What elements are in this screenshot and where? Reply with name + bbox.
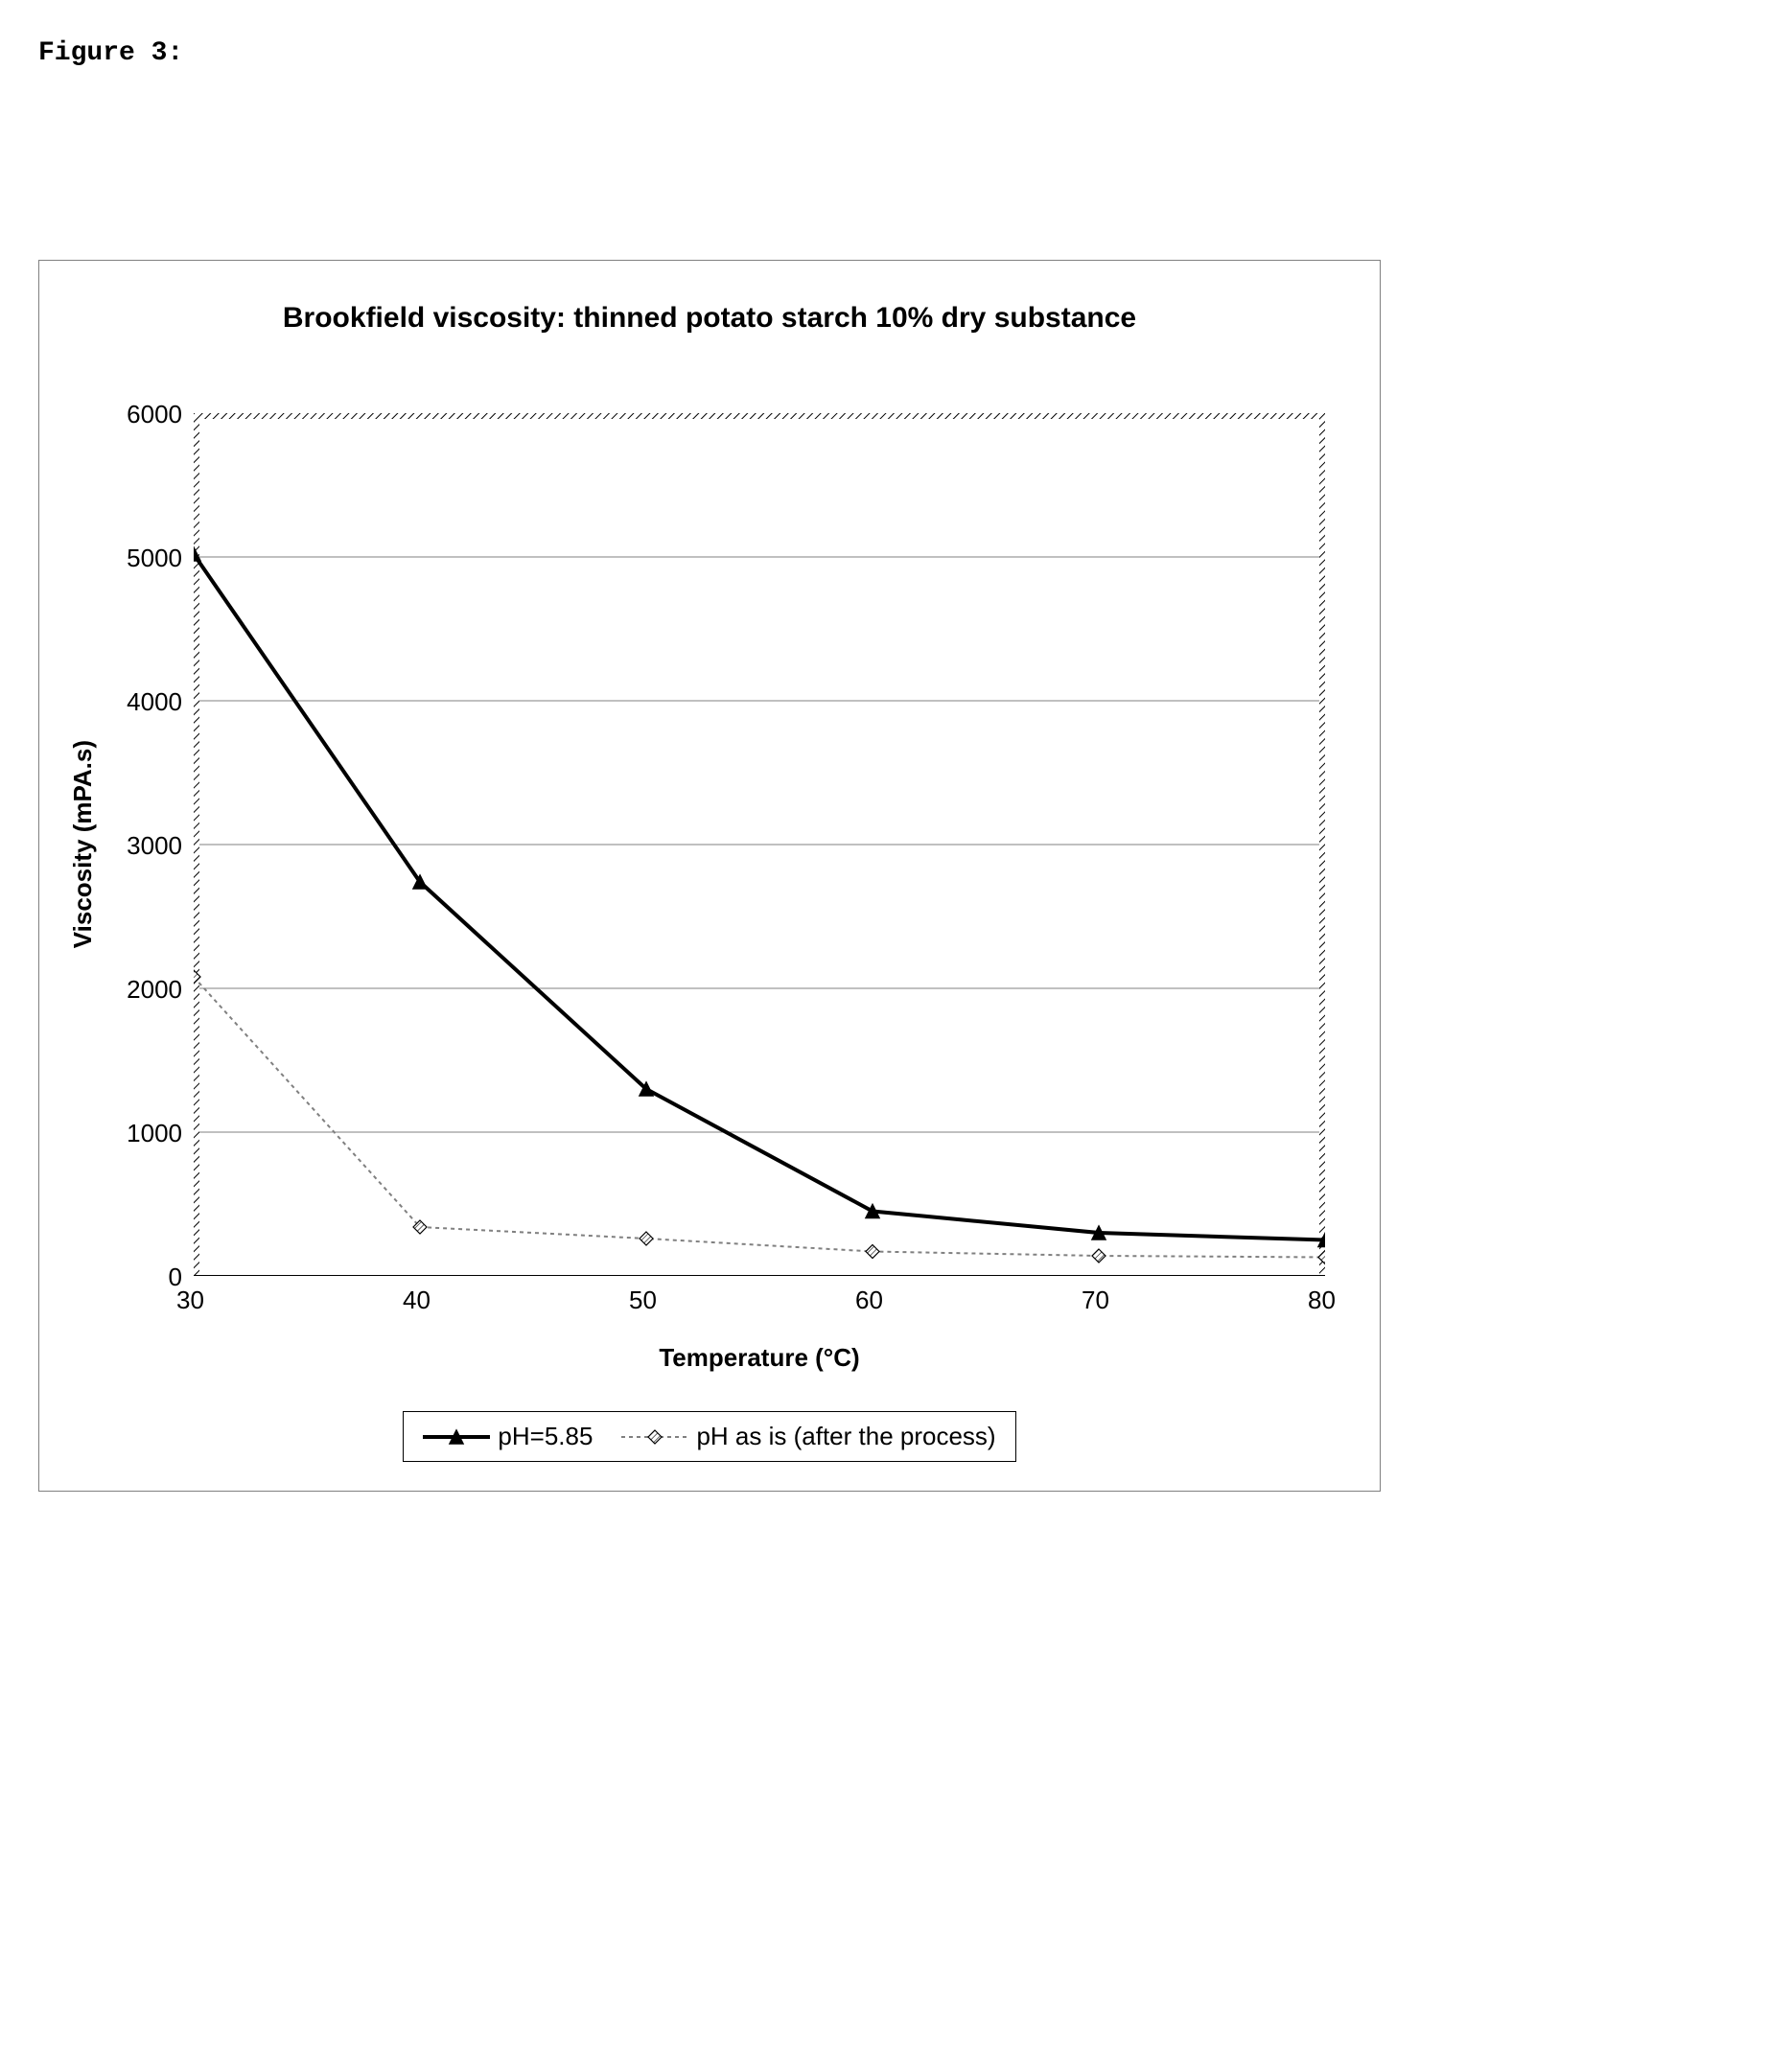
y-tick-column: 0100020003000400050006000 bbox=[107, 413, 194, 1276]
chart-plot bbox=[194, 413, 1325, 1276]
x-tick-row: 304050607080 bbox=[194, 1276, 1325, 1314]
legend-label: pH as is (after the process) bbox=[696, 1422, 995, 1451]
legend-swatch bbox=[423, 1425, 490, 1448]
chart-container: Brookfield viscosity: thinned potato sta… bbox=[38, 260, 1381, 1492]
legend: pH=5.85 pH as is (after the process) bbox=[403, 1411, 1015, 1462]
figure-label: Figure 3: bbox=[38, 38, 1754, 68]
legend-label: pH=5.85 bbox=[498, 1422, 593, 1451]
plot-area-wrap: Viscosity (mPA.s) 0100020003000400050006… bbox=[68, 413, 1351, 1276]
y-axis-label: Viscosity (mPA.s) bbox=[68, 740, 98, 948]
legend-item: pH as is (after the process) bbox=[621, 1422, 995, 1451]
legend-wrap: pH=5.85 pH as is (after the process) bbox=[68, 1373, 1351, 1462]
x-tick-label: 40 bbox=[403, 1286, 431, 1315]
y-tick-label: 4000 bbox=[127, 687, 182, 717]
legend-swatch bbox=[621, 1425, 688, 1448]
x-tick-label: 70 bbox=[1082, 1286, 1109, 1315]
y-tick-label: 2000 bbox=[127, 975, 182, 1005]
y-tick-label: 1000 bbox=[127, 1119, 182, 1148]
y-tick-label: 6000 bbox=[127, 400, 182, 429]
x-tick-label: 30 bbox=[176, 1286, 204, 1315]
x-tick-label: 60 bbox=[855, 1286, 883, 1315]
y-tick-label: 3000 bbox=[127, 831, 182, 861]
y-tick-label: 5000 bbox=[127, 544, 182, 573]
x-axis-label: Temperature (°C) bbox=[194, 1343, 1325, 1373]
legend-item: pH=5.85 bbox=[423, 1422, 593, 1451]
x-tick-label: 80 bbox=[1308, 1286, 1336, 1315]
chart-title: Brookfield viscosity: thinned potato sta… bbox=[164, 299, 1255, 336]
x-tick-label: 50 bbox=[629, 1286, 657, 1315]
